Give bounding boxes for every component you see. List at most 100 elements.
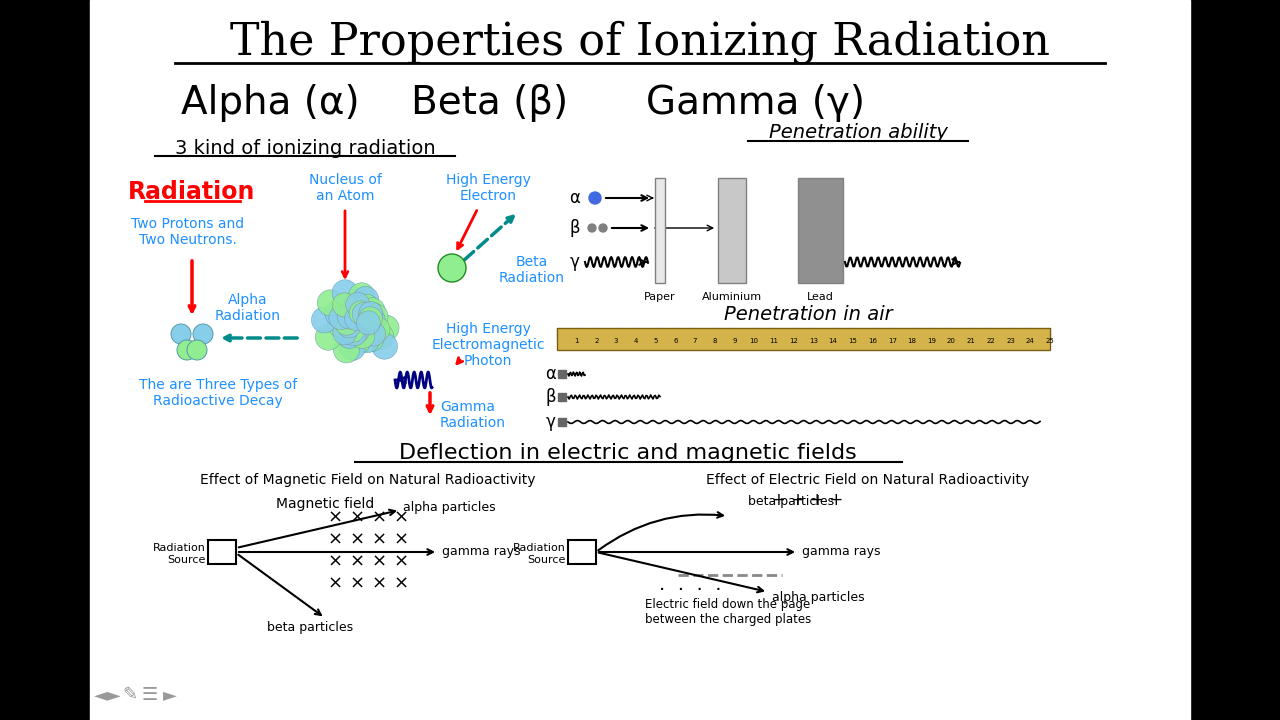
Circle shape [358,307,383,330]
Text: Effect of Magnetic Field on Natural Radioactivity: Effect of Magnetic Field on Natural Radi… [200,473,536,487]
Circle shape [366,318,390,341]
Text: Deflection in electric and magnetic fields: Deflection in electric and magnetic fiel… [399,443,856,463]
Circle shape [588,224,596,232]
Text: The Properties of Ionizing Radiation: The Properties of Ionizing Radiation [230,20,1050,64]
Circle shape [353,294,379,320]
Circle shape [357,326,384,352]
Text: γ: γ [570,253,580,271]
Circle shape [358,302,383,325]
Circle shape [325,300,351,326]
Circle shape [317,290,343,316]
Text: 7: 7 [692,338,698,344]
Text: 12: 12 [790,338,797,344]
Circle shape [338,305,361,329]
Circle shape [340,318,365,342]
Text: 4: 4 [634,338,637,344]
Text: ×: × [328,553,343,571]
Text: ×: × [371,531,387,549]
Text: 14: 14 [828,338,837,344]
Text: 2: 2 [594,338,599,344]
Text: ×: × [349,575,365,593]
Circle shape [362,322,385,346]
Text: alpha particles: alpha particles [772,590,864,603]
Text: ×: × [393,575,408,593]
Circle shape [349,310,375,336]
Text: 9: 9 [732,338,737,344]
Circle shape [187,340,207,360]
Circle shape [177,340,197,360]
Circle shape [343,322,366,346]
Circle shape [346,318,370,342]
Text: α: α [545,365,556,383]
Circle shape [339,335,365,361]
Text: ◄►: ◄► [95,686,122,704]
Text: Aluminium: Aluminium [701,292,762,302]
Circle shape [333,321,357,345]
Circle shape [343,304,370,330]
Text: Electric field down the page
between the charged plates: Electric field down the page between the… [645,598,812,626]
Bar [558,418,566,426]
Text: alpha particles: alpha particles [403,502,495,515]
Circle shape [367,324,394,350]
Text: Beta
Radiation: Beta Radiation [499,255,564,285]
Text: ×: × [371,553,387,571]
Text: 3: 3 [614,338,618,344]
Circle shape [357,302,384,328]
Circle shape [172,324,191,344]
Circle shape [329,306,353,330]
Text: 10: 10 [750,338,759,344]
Text: 1: 1 [575,338,579,344]
Text: 8: 8 [713,338,717,344]
Bar [568,540,596,564]
Circle shape [332,280,358,306]
Text: 21: 21 [966,338,975,344]
Text: 3 kind of ionizing radiation: 3 kind of ionizing radiation [174,138,435,158]
Bar [655,178,666,283]
Circle shape [315,324,342,351]
Text: 25: 25 [1046,338,1055,344]
Text: Nucleus of
an Atom: Nucleus of an Atom [308,173,381,203]
Text: 5: 5 [653,338,658,344]
Circle shape [333,293,356,317]
Text: ×: × [349,553,365,571]
Circle shape [334,311,358,336]
Circle shape [360,297,385,324]
Circle shape [362,304,388,330]
Text: ×: × [349,509,365,527]
Text: Beta (β): Beta (β) [411,84,568,122]
Text: beta particles: beta particles [268,621,353,634]
Text: 24: 24 [1025,338,1034,344]
Text: 16: 16 [868,338,877,344]
Text: High Energy
Electron: High Energy Electron [445,173,530,203]
Circle shape [371,333,398,359]
Circle shape [348,283,375,309]
Circle shape [328,312,353,338]
Circle shape [353,287,379,312]
Text: + + + +: + + + + [772,491,844,509]
Text: Magnetic field: Magnetic field [276,497,374,511]
Text: ×: × [328,531,343,549]
Text: gamma rays: gamma rays [803,544,881,557]
Circle shape [346,292,370,317]
Text: The are Three Types of
Radioactive Decay: The are Three Types of Radioactive Decay [138,378,297,408]
Text: ►: ► [163,686,177,704]
Text: ×: × [371,575,387,593]
Text: β: β [545,388,556,406]
Text: ×: × [393,553,408,571]
Text: Effect of Electric Field on Natural Radioactivity: Effect of Electric Field on Natural Radi… [707,473,1029,487]
Text: 17: 17 [888,338,897,344]
Circle shape [589,192,602,204]
Circle shape [344,290,370,316]
Text: α: α [570,189,580,207]
Text: Alpha
Radiation: Alpha Radiation [215,293,282,323]
Circle shape [352,302,376,326]
Text: 23: 23 [1006,338,1015,344]
Circle shape [599,224,607,232]
Bar [207,540,236,564]
Circle shape [347,314,372,341]
Circle shape [342,313,369,339]
Circle shape [344,307,369,330]
Text: ×: × [328,509,343,527]
Text: High Energy
Electromagnetic
Photon: High Energy Electromagnetic Photon [431,322,545,368]
Text: Paper: Paper [644,292,676,302]
